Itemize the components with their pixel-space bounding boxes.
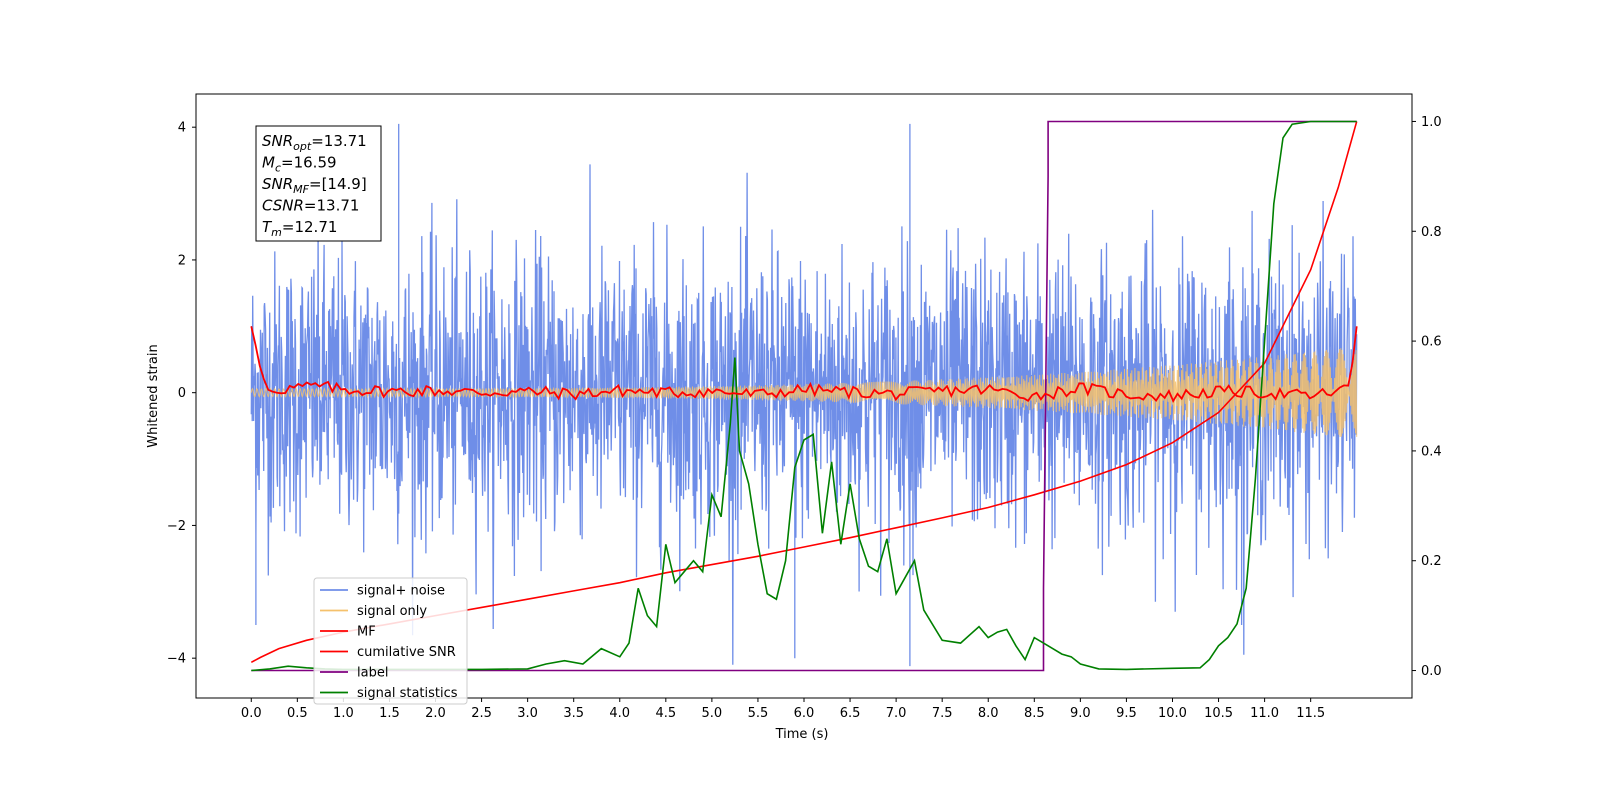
legend-entry: cumilative SNR [357,645,456,660]
y-tick-label: −4 [167,652,186,667]
x-tick-label: 3.5 [563,706,584,721]
x-tick-label: 11.0 [1250,706,1279,721]
y-axis-label: Whitened strain [146,344,161,447]
x-tick-label: 1.5 [379,706,400,721]
legend: signal+ noise signal only MF cumilative SNR… [313,577,468,705]
annotation-line: SNRopt=13.71 [262,132,367,153]
annotation-line: SNRMF=[14.9] [262,175,367,196]
y2-tick-label: 0.8 [1421,225,1442,240]
x-tick-label: 1.0 [333,706,354,721]
series-signal-plus-noise [250,123,1358,667]
signal-plus-noise-line [250,123,1358,667]
x-tick-label: 10.5 [1204,706,1233,721]
y2-tick-label: 0.0 [1421,664,1442,679]
x-tick-label: 7.5 [932,706,953,721]
x-tick-label: 6.5 [840,706,861,721]
x-tick-label: 0.5 [287,706,308,721]
x-tick-label: 2.5 [471,706,492,721]
y2-tick-label: 1.0 [1421,115,1442,130]
y-tick-label: 2 [178,253,186,268]
annotation-box: SNRopt=13.71Mc=16.59SNRMF=[14.9]CSNR=13.… [255,125,382,242]
x-tick-label: 0.0 [241,706,262,721]
series-signal-statisticsline [251,120,1357,672]
y-tick-label: 0 [178,386,186,401]
y2-tick-label: 0.6 [1421,335,1442,350]
y2-tick-label: 0.2 [1421,554,1442,569]
x-tick-label: 5.0 [702,706,723,721]
x-tick-label: 9.0 [1070,706,1091,721]
legend-frame [313,577,468,705]
x-axis-label: Time (s) [775,727,829,742]
x-tick-label: 4.0 [609,706,630,721]
x-axis: 0.0 0.5 1.0 1.5 2.0 2.5 3.0 3.5 4.0 4.5 5.0 5.5 6.0 6… [241,698,1325,721]
x-tick-label: 3.0 [517,706,538,721]
annotation-line: Mc=16.59 [262,154,337,175]
x-tick-label: 8.0 [978,706,999,721]
legend-entry: label [357,666,388,681]
y2-tick-label: 0.4 [1421,444,1442,459]
y-axis-right: 1.0 0.8 0.6 0.4 0.2 0.0 [1412,115,1442,679]
series-labelline [251,120,1357,672]
x-tick-label: 7.0 [886,706,907,721]
annotation-line: CSNR=13.71 [262,197,359,215]
series-mf [250,326,1358,403]
legend-entry: signal only [357,604,427,619]
legend-entry: signal+ noise [357,584,445,599]
x-tick-label: 11.5 [1296,706,1325,721]
annotation-frame [255,125,382,242]
y-tick-label: −2 [167,519,186,534]
legend-entry: MF [357,625,376,640]
y-tick-label: 4 [178,121,186,136]
y-axis-left: 4 2 0 −2 −4 [167,121,196,667]
x-tick-label: 5.5 [748,706,769,721]
x-tick-label: 8.5 [1024,706,1045,721]
x-tick-label: 6.0 [794,706,815,721]
x-tick-label: 9.5 [1116,706,1137,721]
legend-entry: signal statistics [357,686,458,701]
annotation-line: Tm=12.71 [262,218,337,239]
x-tick-label: 4.5 [655,706,676,721]
x-tick-label: 10.0 [1158,706,1187,721]
mf-line [250,326,1358,403]
x-tick-label: 2.0 [425,706,446,721]
